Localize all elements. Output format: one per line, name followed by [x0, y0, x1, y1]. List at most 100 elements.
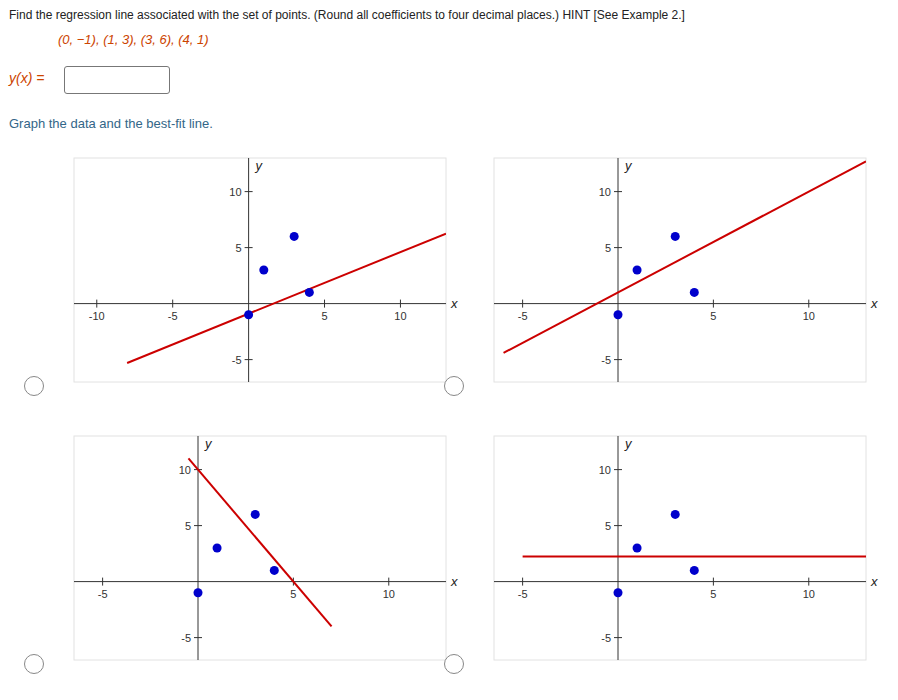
x-tick-label: 10	[803, 588, 815, 600]
x-tick-label: 5	[710, 588, 716, 600]
plot-frame	[494, 158, 866, 382]
annotation: y(x) =	[9, 70, 44, 86]
x-tick-label: -5	[98, 588, 108, 600]
x-tick	[388, 578, 389, 586]
y-tick-label: -5	[601, 354, 611, 366]
x-axis	[74, 581, 446, 582]
x-tick	[713, 578, 714, 586]
data-point	[690, 288, 699, 297]
x-axis	[494, 581, 866, 582]
fit-line	[504, 161, 866, 353]
x-tick	[96, 300, 97, 308]
x-tick-label: 5	[710, 310, 716, 322]
plot-area	[523, 510, 866, 597]
y-tick	[614, 247, 622, 248]
radio-button[interactable]	[24, 376, 44, 396]
x-tick-label: -5	[518, 588, 528, 600]
y-tick	[614, 359, 622, 360]
y-axis-label: y	[204, 436, 213, 451]
x-tick	[400, 300, 401, 308]
fit-line	[127, 234, 446, 363]
x-tick-label: 5	[321, 310, 327, 322]
x-tick	[808, 300, 809, 308]
x-tick-label: -10	[89, 310, 105, 322]
y-tick-label: -5	[181, 632, 191, 644]
fit-line	[523, 555, 866, 557]
y-tick-label: 10	[599, 464, 611, 476]
plot-area	[504, 161, 866, 353]
chart: -10 -5 5 10 -5 5 10 x y	[64, 150, 464, 400]
x-tick-label: 5	[290, 588, 296, 600]
data-point	[213, 544, 222, 553]
data-point	[614, 310, 623, 319]
y-tick	[194, 637, 202, 638]
x-axis	[74, 303, 446, 304]
data-point	[614, 588, 623, 597]
x-axis	[494, 303, 866, 304]
y-tick	[245, 359, 253, 360]
plot-area	[127, 232, 446, 363]
y-axis-label: y	[624, 158, 633, 173]
data-point	[305, 288, 314, 297]
x-tick-label: 10	[383, 588, 395, 600]
x-tick-label: 10	[394, 310, 406, 322]
data-point	[671, 232, 680, 241]
x-tick	[324, 300, 325, 308]
x-tick-label: 10	[803, 310, 815, 322]
x-tick-label: -5	[518, 310, 528, 322]
x-axis-label: x	[870, 574, 878, 589]
y-tick-label: 5	[185, 520, 191, 532]
title: Find the regression line associated with…	[9, 8, 685, 22]
data-point	[251, 510, 260, 519]
y-tick-label: 10	[179, 464, 191, 476]
plot-frame	[494, 436, 866, 660]
y-tick	[614, 469, 622, 470]
y-tick-label: 10	[229, 186, 241, 198]
answer-input[interactable]	[64, 66, 170, 94]
data-point	[259, 266, 268, 275]
x-axis-label: x	[450, 296, 458, 311]
y-tick-label: -5	[601, 632, 611, 644]
x-tick	[713, 300, 714, 308]
y-tick	[194, 525, 202, 526]
radio-button[interactable]	[444, 376, 464, 396]
chart: -5 5 10 -5 5 10 x y	[64, 428, 464, 678]
y-tick	[614, 637, 622, 638]
data-point	[633, 266, 642, 275]
x-tick	[522, 578, 523, 586]
x-tick	[172, 300, 173, 308]
x-tick-label: -5	[168, 310, 178, 322]
plot-frame	[74, 158, 446, 382]
chart: -5 5 10 -5 5 10 x y	[484, 150, 884, 400]
data-point	[290, 232, 299, 241]
plot-frame	[74, 436, 446, 660]
y-axis-label: y	[624, 436, 633, 451]
plot-area	[188, 458, 331, 626]
annotation: Graph the data and the best-fit line.	[9, 116, 213, 131]
x-tick	[102, 578, 103, 586]
chart: -5 5 10 -5 5 10 x y	[484, 428, 884, 678]
x-tick	[522, 300, 523, 308]
y-tick	[614, 525, 622, 526]
x-axis-label: x	[450, 574, 458, 589]
y-tick	[245, 191, 253, 192]
data-point	[194, 588, 203, 597]
x-tick	[808, 578, 809, 586]
y-tick	[245, 247, 253, 248]
y-tick-label: 10	[599, 186, 611, 198]
y-tick-label: 5	[605, 242, 611, 254]
y-tick-label: 5	[235, 242, 241, 254]
y-axis-label: y	[255, 158, 264, 173]
y-tick-label: -5	[232, 354, 242, 366]
radio-button[interactable]	[444, 654, 464, 674]
y-tick-label: 5	[605, 520, 611, 532]
x-axis-label: x	[870, 296, 878, 311]
y-tick	[614, 191, 622, 192]
data-point	[671, 510, 680, 519]
data-point	[690, 566, 699, 575]
subtitle: (0, −1), (1, 3), (3, 6), (4, 1)	[58, 32, 209, 47]
data-point	[270, 566, 279, 575]
radio-button[interactable]	[24, 654, 44, 674]
data-point	[633, 544, 642, 553]
data-point	[244, 310, 253, 319]
